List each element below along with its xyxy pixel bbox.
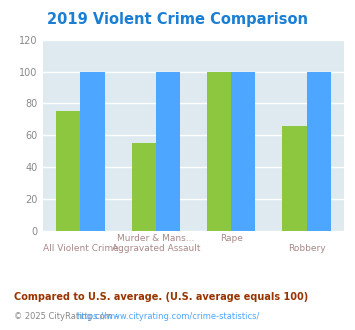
Bar — [156, 72, 180, 231]
Bar — [282, 126, 306, 231]
Bar — [56, 112, 81, 231]
Text: https://www.cityrating.com/crime-statistics/: https://www.cityrating.com/crime-statist… — [76, 312, 260, 321]
Text: 2019 Violent Crime Comparison: 2019 Violent Crime Comparison — [47, 12, 308, 26]
Bar — [207, 72, 231, 231]
Text: © 2025 CityRating.com -: © 2025 CityRating.com - — [14, 312, 121, 321]
Bar — [231, 72, 255, 231]
Bar — [81, 72, 105, 231]
Bar — [132, 143, 156, 231]
Bar — [306, 72, 331, 231]
Text: Compared to U.S. average. (U.S. average equals 100): Compared to U.S. average. (U.S. average … — [14, 292, 308, 302]
